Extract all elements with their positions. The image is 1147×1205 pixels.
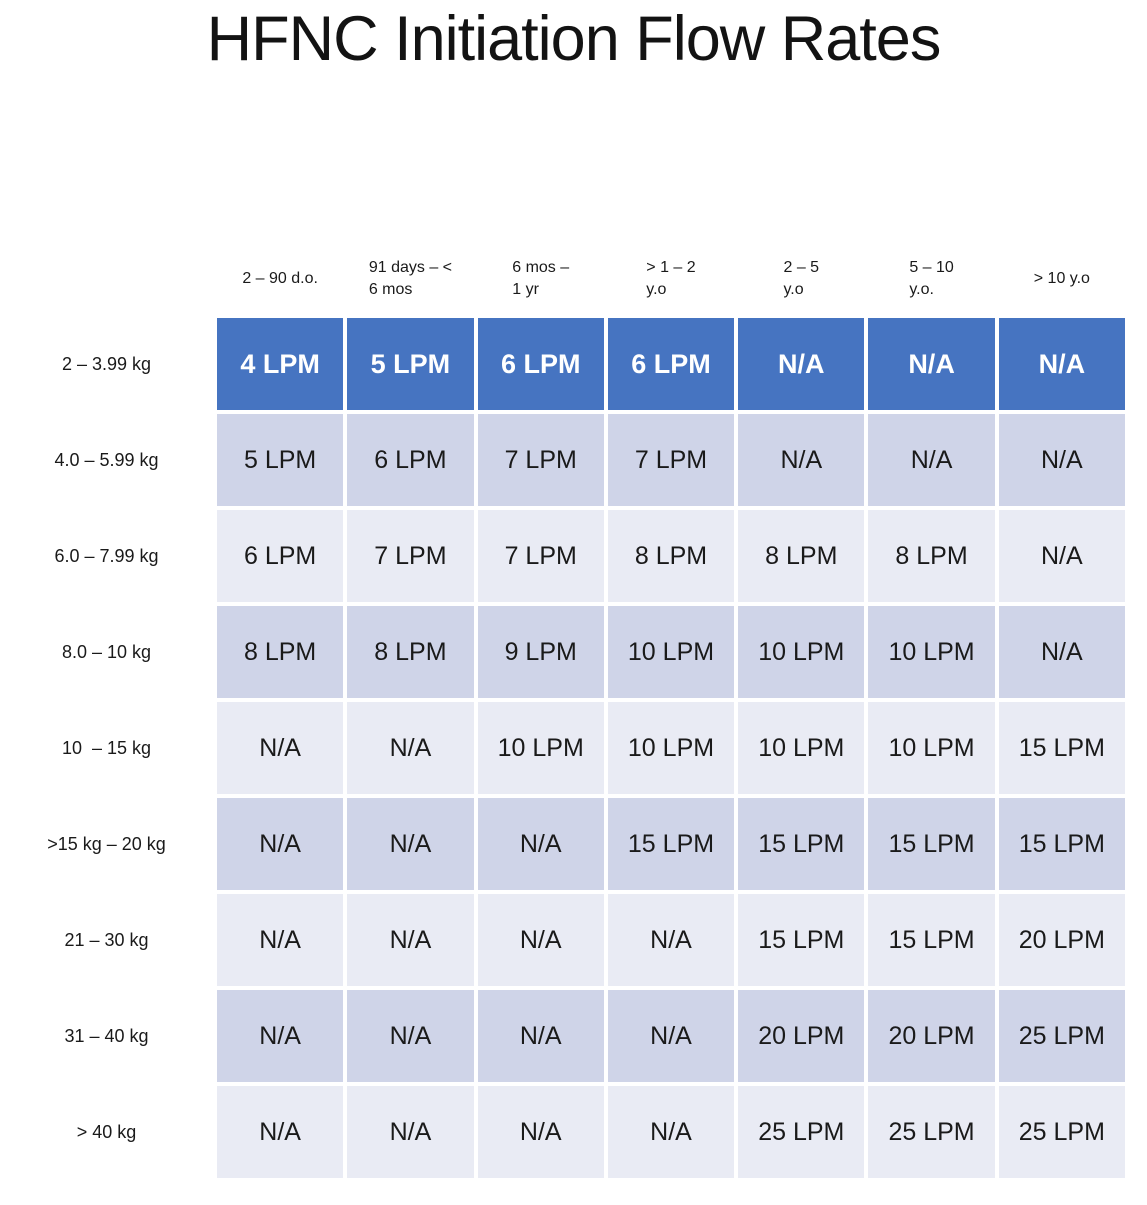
flow-rate-cell: 7 LPM	[477, 414, 604, 506]
flow-rate-cell: 15 LPM	[998, 702, 1125, 794]
flow-rate-cell: 25 LPM	[998, 990, 1125, 1082]
flow-rate-cell: 15 LPM	[868, 894, 995, 986]
flow-rate-cell: N/A	[868, 318, 995, 410]
flow-rate-cell: 5 LPM	[217, 414, 344, 506]
flow-rate-cell: 15 LPM	[607, 798, 735, 890]
page-title: HFNC Initiation Flow Rates	[206, 4, 942, 74]
flow-rate-cell: N/A	[477, 894, 604, 986]
flow-rate-cell: N/A	[477, 798, 604, 890]
flow-rate-cell: 5 LPM	[347, 318, 474, 410]
flow-rate-cell: N/A	[607, 1086, 735, 1178]
flow-rate-cell: 6 LPM	[607, 318, 735, 410]
flow-rate-cell: 10 LPM	[607, 606, 735, 698]
flow-rate-cell: N/A	[217, 798, 344, 890]
flow-rate-cell: 25 LPM	[738, 1086, 865, 1178]
flow-rate-cell: 7 LPM	[607, 414, 735, 506]
flow-rate-cell: 8 LPM	[217, 606, 344, 698]
flow-rate-cell: N/A	[738, 414, 865, 506]
flow-rate-cell: 25 LPM	[998, 1086, 1125, 1178]
flow-rate-cell: 25 LPM	[868, 1086, 995, 1178]
flow-rate-cell: 20 LPM	[738, 990, 865, 1082]
table-corner-spacer	[0, 246, 213, 314]
flow-rate-cell: N/A	[868, 414, 995, 506]
flow-rate-cell: N/A	[217, 894, 344, 986]
flow-rate-cell: N/A	[347, 894, 474, 986]
flow-rate-cell: 6 LPM	[477, 318, 604, 410]
row-header-weight: 6.0 – 7.99 kg	[54, 545, 159, 566]
flow-rate-cell: N/A	[738, 318, 865, 410]
flow-rate-cell: 10 LPM	[868, 606, 995, 698]
flow-rate-cell: 15 LPM	[738, 894, 865, 986]
col-header-age-2-5yo: 2 – 5 y.o	[783, 259, 820, 298]
flow-rate-cell: 7 LPM	[477, 510, 604, 602]
flow-rate-cell: 8 LPM	[738, 510, 865, 602]
row-header-weight: > 40 kg	[76, 1121, 137, 1142]
flow-rate-cell: N/A	[998, 318, 1125, 410]
row-header-weight: 2 – 3.99 kg	[61, 353, 152, 374]
flow-rate-cell: N/A	[477, 1086, 604, 1178]
flow-rate-cell: 8 LPM	[607, 510, 735, 602]
row-header-weight: 8.0 – 10 kg	[61, 641, 152, 662]
row-header-weight: >15 kg – 20 kg	[47, 833, 166, 854]
flow-rate-cell: N/A	[217, 702, 344, 794]
row-header-weight: 10 – 15 kg	[61, 737, 152, 758]
flow-rate-cell: 4 LPM	[217, 318, 344, 410]
row-header-weight: 4.0 – 5.99 kg	[54, 449, 159, 470]
flow-rate-cell: N/A	[217, 1086, 344, 1178]
flow-rate-cell: 8 LPM	[868, 510, 995, 602]
flow-rate-cell: N/A	[347, 798, 474, 890]
flow-rate-cell: 9 LPM	[477, 606, 604, 698]
flow-rate-cell: N/A	[998, 510, 1125, 602]
flow-rate-cell: 15 LPM	[868, 798, 995, 890]
flow-rate-cell: 7 LPM	[347, 510, 474, 602]
flow-rate-cell: N/A	[347, 990, 474, 1082]
flow-rate-cell: 6 LPM	[347, 414, 474, 506]
col-header-age-2-90-days: 2 – 90 d.o.	[242, 270, 318, 288]
flow-rate-cell: 8 LPM	[347, 606, 474, 698]
flow-rate-cell: N/A	[217, 990, 344, 1082]
flow-rate-cell: 10 LPM	[477, 702, 604, 794]
flow-rate-cell: 10 LPM	[738, 702, 865, 794]
flow-rate-cell: 20 LPM	[868, 990, 995, 1082]
flow-rate-cell: N/A	[347, 1086, 474, 1178]
flow-rate-cell: N/A	[607, 990, 735, 1082]
col-header-age-over-10yo: > 10 y.o	[1033, 270, 1090, 288]
flow-rate-cell: 10 LPM	[607, 702, 735, 794]
flow-rate-cell: N/A	[477, 990, 604, 1082]
flow-rate-cell: 10 LPM	[868, 702, 995, 794]
col-header-age-1-2yo: > 1 – 2 y.o	[646, 259, 696, 298]
flow-rate-cell: 20 LPM	[998, 894, 1125, 986]
flow-rate-cell: N/A	[998, 606, 1125, 698]
col-header-age-5-10yo: 5 – 10 y.o.	[909, 259, 954, 298]
flow-rate-cell: N/A	[607, 894, 735, 986]
row-header-weight: 21 – 30 kg	[64, 929, 149, 950]
flow-rate-cell: 10 LPM	[738, 606, 865, 698]
flow-rate-cell: N/A	[998, 414, 1125, 506]
flow-rate-cell: N/A	[347, 702, 474, 794]
flow-rate-table: 2 – 90 d.o. 91 days – < 6 mos 6 mos – 1 …	[0, 246, 1125, 1178]
col-header-age-91d-6mos: 91 days – < 6 mos	[368, 259, 452, 298]
flow-rate-cell: 15 LPM	[738, 798, 865, 890]
col-header-age-6mos-1yr: 6 mos – 1 yr	[512, 259, 570, 298]
flow-rate-cell: 15 LPM	[998, 798, 1125, 890]
flow-rate-cell: 6 LPM	[217, 510, 344, 602]
row-header-weight: 31 – 40 kg	[64, 1025, 149, 1046]
